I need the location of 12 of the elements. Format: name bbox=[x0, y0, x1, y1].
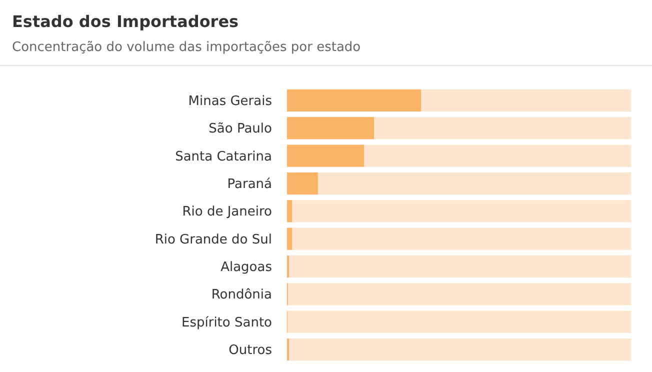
y-tick-label: Espírito Santo bbox=[182, 315, 272, 330]
y-tick-label: Rio Grande do Sul bbox=[154, 232, 272, 248]
y-tick-label: Rio de Janeiro bbox=[182, 204, 272, 220]
text: Estado dos Importadores bbox=[12, 12, 239, 31]
y-tick-label: Santa Catarina bbox=[175, 149, 272, 164]
y-tick-label: Outros bbox=[228, 343, 272, 358]
y-tick-label: Rondônia bbox=[211, 288, 272, 303]
y-tick-label: Minas Gerais bbox=[188, 94, 272, 110]
y-tick-label: São Paulo bbox=[208, 122, 272, 137]
y-tick-label: Paraná bbox=[227, 177, 272, 192]
y-tick-label: Alagoas bbox=[220, 260, 272, 276]
chart-subtitle: Concentração do volume das importações por estado bbox=[12, 40, 361, 55]
